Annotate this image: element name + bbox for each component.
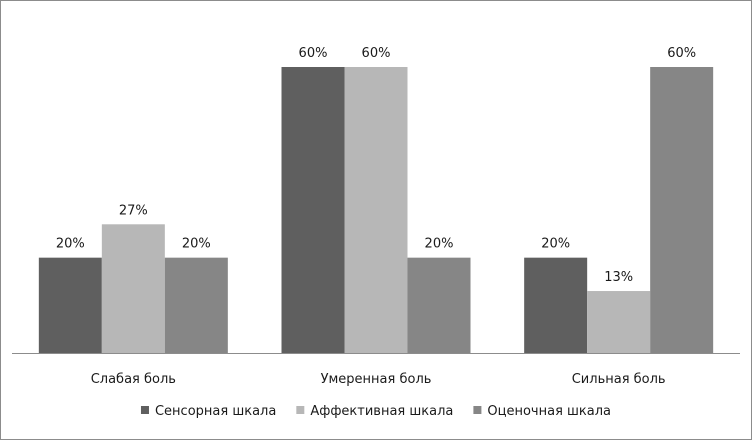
- legend-label: Аффективная шкала: [310, 404, 453, 419]
- bar-2-3: [407, 257, 471, 353]
- legend-item: Сенсорная шкала: [140, 404, 276, 419]
- bars-group: [38, 67, 714, 353]
- category-labels-group: Слабая боль Умеренная боль Сильная боль: [91, 372, 666, 387]
- legend-swatch: [473, 406, 482, 414]
- data-label: 60%: [362, 46, 391, 61]
- bar-2-1: [281, 67, 345, 353]
- data-label: 13%: [604, 270, 633, 285]
- legend-label: Оценочная шкала: [487, 404, 611, 419]
- legend-item: Оценочная шкала: [473, 404, 611, 419]
- bar-1-2: [101, 224, 165, 353]
- legend-swatch: [140, 406, 149, 414]
- data-label: 27%: [119, 203, 148, 218]
- category-label: Слабая боль: [91, 372, 176, 387]
- bar-3-1: [524, 257, 588, 353]
- data-label: 20%: [425, 237, 454, 252]
- category-label: Умеренная боль: [321, 372, 432, 387]
- legend: Сенсорная шкала Аффективная шкала Оценочна…: [140, 404, 611, 419]
- data-label: 60%: [299, 46, 328, 61]
- bar-1-1: [38, 257, 102, 353]
- bar-3-2: [587, 291, 651, 353]
- bar-1-3: [164, 257, 228, 353]
- data-label: 20%: [182, 237, 211, 252]
- legend-swatch: [296, 406, 305, 414]
- legend-item: Аффективная шкала: [296, 404, 453, 419]
- data-label: 20%: [56, 237, 85, 252]
- bar-3-3: [650, 67, 714, 353]
- data-label: 60%: [667, 46, 696, 61]
- data-labels-group: 20% 27% 20% 60% 60% 20% 20% 13% 60%: [56, 46, 696, 285]
- bar-2-2: [344, 67, 408, 353]
- category-label: Сильная боль: [572, 372, 666, 387]
- data-label: 20%: [541, 237, 570, 252]
- legend-label: Сенсорная шкала: [155, 404, 276, 419]
